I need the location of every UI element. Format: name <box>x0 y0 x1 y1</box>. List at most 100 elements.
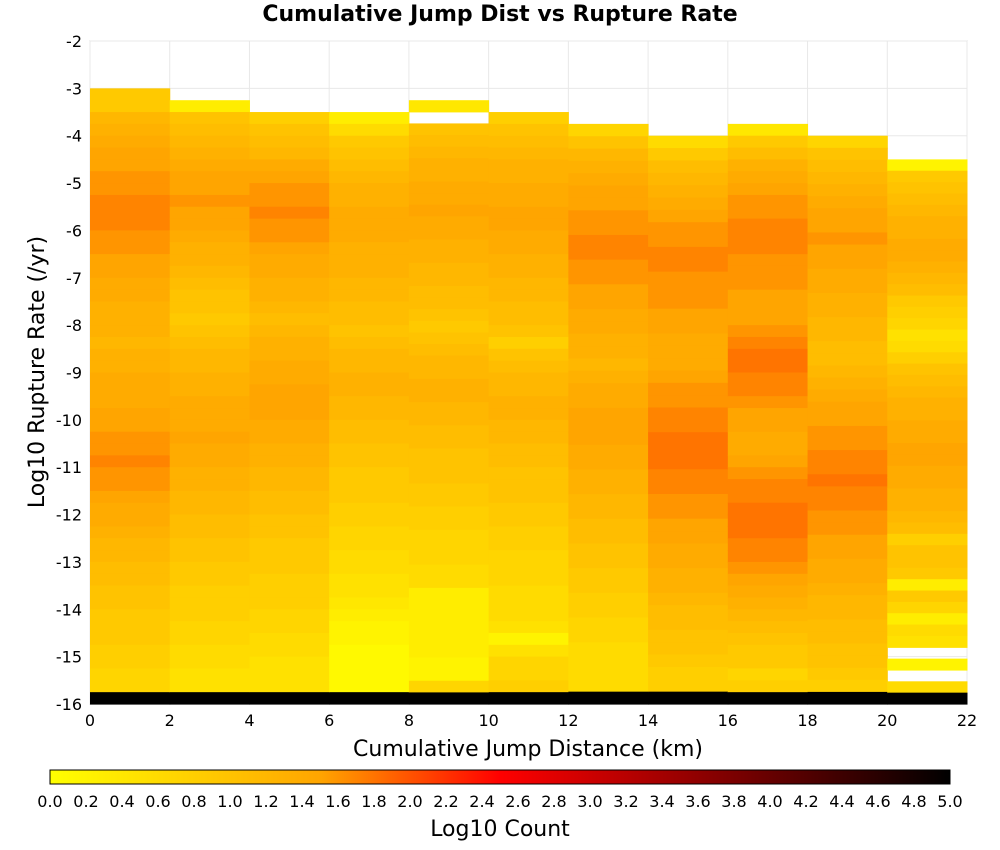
y-tick-label: -12 <box>56 506 82 525</box>
heatmap-cell <box>249 479 330 492</box>
heatmap-cell <box>408 599 490 612</box>
heatmap-cell <box>408 506 490 519</box>
heatmap-cell <box>568 543 649 557</box>
heatmap-cell <box>169 644 250 658</box>
heatmap-cell <box>408 123 490 136</box>
heatmap-cell <box>887 477 968 490</box>
heatmap-cell <box>329 230 410 243</box>
heatmap-cell <box>169 431 250 445</box>
heatmap-cell <box>329 443 410 456</box>
heatmap-cell <box>488 336 569 350</box>
heatmap-cell <box>90 313 171 326</box>
heatmap-cell <box>169 680 250 693</box>
heatmap-cell <box>408 425 490 438</box>
heatmap-cell <box>169 183 250 196</box>
heatmap-cell <box>648 518 729 532</box>
heatmap-cell <box>408 320 490 334</box>
heatmap-cell <box>90 538 171 551</box>
heatmap-cell <box>408 216 490 229</box>
heatmap-cell <box>488 680 569 693</box>
heatmap-cell <box>408 529 490 543</box>
heatmap-cell <box>807 135 888 149</box>
heatmap-cell <box>169 277 250 291</box>
heatmap-cell <box>488 206 569 220</box>
heatmap-cell <box>329 479 410 492</box>
heatmap-cell <box>488 384 569 397</box>
heatmap-cell <box>169 597 250 610</box>
heatmap-cell <box>329 644 410 658</box>
heatmap-cell <box>329 112 410 125</box>
heatmap-cell <box>727 254 809 267</box>
heatmap-cell <box>887 567 968 580</box>
heatmap-cell <box>90 112 171 125</box>
heatmap-cell <box>807 196 888 209</box>
heatmap-cell <box>169 242 250 255</box>
heatmap-cell <box>249 372 330 385</box>
heatmap-cell <box>648 493 729 507</box>
heatmap-cell <box>90 123 171 137</box>
heatmap-cell <box>329 419 410 433</box>
heatmap-cell <box>568 666 649 680</box>
heatmap-cell <box>568 210 649 224</box>
heatmap-cell <box>90 265 171 279</box>
heatmap-cell <box>329 656 410 670</box>
heatmap-cell <box>169 254 250 267</box>
y-tick-label: -16 <box>56 695 82 714</box>
heatmap-cell <box>727 372 809 385</box>
heatmap-cell <box>90 514 171 528</box>
y-axis-ticks: -2 -3 -4 -5 -6 -7 -8 -9 -10 -11 -12 -13 -14 -15 -16 <box>56 32 82 714</box>
y-tick-label: -7 <box>66 269 82 288</box>
heatmap-cell <box>408 587 490 601</box>
heatmap-cell <box>249 360 330 374</box>
heatmap-cell <box>249 206 330 220</box>
heatmap-cell <box>568 629 649 643</box>
heatmap-cell <box>90 455 171 468</box>
heatmap-cell <box>329 585 410 599</box>
heatmap-cell <box>408 518 490 531</box>
heatmap-cell <box>887 363 968 376</box>
heatmap-cell <box>169 467 250 480</box>
heatmap-cell <box>807 486 888 500</box>
heatmap-cell <box>887 306 968 319</box>
colorbar-label: Log10 Count <box>430 817 570 842</box>
heatmap-cell <box>329 538 410 551</box>
heatmap-cell <box>887 295 968 308</box>
heatmap-cell <box>90 242 171 255</box>
heatmap-cell <box>488 325 569 338</box>
heatmap-cell <box>488 194 569 208</box>
heatmap-cell <box>887 182 968 195</box>
heatmap-cell <box>568 679 649 693</box>
heatmap-cell <box>807 232 888 246</box>
heatmap-cell <box>488 514 569 528</box>
heatmap-cell <box>408 274 490 287</box>
heatmap-cell <box>887 238 968 251</box>
heatmap-cell <box>807 571 888 584</box>
heatmap-cell <box>727 514 809 528</box>
heatmap-cell <box>488 609 569 622</box>
colorbar-tick-label: 4.4 <box>829 792 854 811</box>
y-tick-label: -15 <box>56 648 82 667</box>
heatmap-cell <box>568 568 649 582</box>
heatmap-cell <box>329 301 410 314</box>
heatmap-cell <box>648 568 729 582</box>
heatmap-cell <box>408 483 490 496</box>
heatmap-cell <box>408 158 490 171</box>
heatmap-cell <box>249 585 330 599</box>
heatmap-cell <box>807 389 888 403</box>
heatmap-cell <box>329 408 410 421</box>
heatmap-cell <box>249 123 330 137</box>
heatmap-cell <box>249 621 330 634</box>
heatmap-cell <box>249 597 330 610</box>
heatmap-cell <box>807 147 888 161</box>
heatmap-cell <box>648 271 729 285</box>
heatmap-cell <box>807 244 888 258</box>
heatmap-cell <box>887 318 968 331</box>
heatmap-cell <box>648 605 729 619</box>
y-tick-label: -6 <box>66 221 82 240</box>
heatmap-cell <box>408 692 490 705</box>
heatmap-cell <box>648 382 729 396</box>
heatmap-cell <box>807 256 888 270</box>
heatmap-cell <box>329 147 410 160</box>
heatmap-cell <box>727 526 809 539</box>
